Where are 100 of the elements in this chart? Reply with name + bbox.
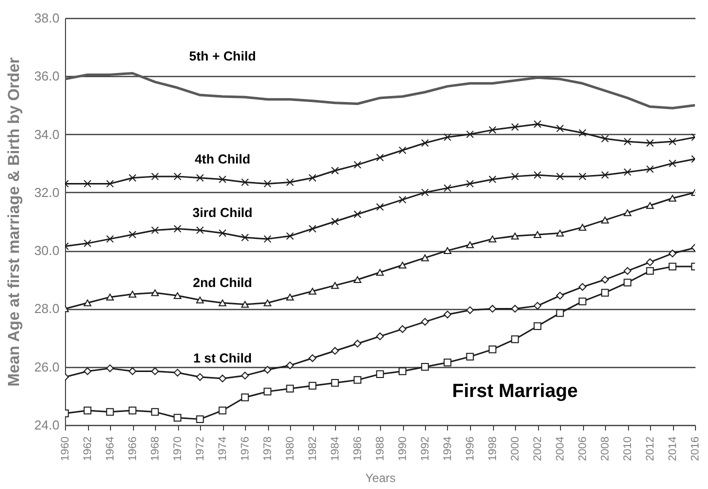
point — [106, 294, 114, 300]
point — [556, 172, 564, 180]
point — [511, 123, 519, 131]
point — [128, 290, 136, 298]
x-tick-label: 1990 — [397, 436, 409, 461]
point — [174, 414, 182, 422]
point — [218, 229, 226, 237]
x-tick-label: 2006 — [577, 436, 589, 461]
point — [354, 276, 362, 284]
point — [196, 226, 204, 234]
point — [331, 218, 339, 226]
x-tick-label: 1988 — [374, 436, 386, 461]
point — [151, 226, 159, 234]
x-tick-label: 1960 — [60, 436, 72, 461]
point — [264, 299, 272, 306]
x-tick-label: 2016 — [690, 436, 702, 461]
point — [444, 247, 452, 254]
series-label: 1 st Child — [193, 350, 252, 366]
point — [128, 406, 136, 414]
point — [421, 254, 429, 262]
point — [151, 367, 159, 376]
point — [331, 166, 339, 174]
x-tick-label: 2010 — [622, 436, 634, 461]
point — [286, 384, 294, 393]
point — [488, 126, 496, 134]
point — [331, 378, 339, 387]
point — [624, 209, 632, 216]
point — [534, 322, 542, 330]
x-axis-title: Years — [365, 470, 396, 485]
series-label: 2nd Child — [192, 274, 252, 290]
x-tick-label: 1966 — [127, 436, 139, 461]
point — [601, 276, 609, 284]
point — [624, 168, 632, 176]
point — [151, 172, 159, 180]
x-tick-label: 2002 — [532, 436, 544, 461]
y-tick-label: 28.0 — [34, 301, 60, 316]
point — [286, 178, 294, 186]
point — [196, 296, 204, 304]
point — [646, 139, 654, 147]
x-tick-label: 1996 — [464, 436, 476, 461]
x-tick-label: 1976 — [240, 436, 252, 461]
point — [646, 267, 654, 275]
x-tick-label: 2008 — [600, 436, 612, 461]
point — [264, 366, 272, 374]
x-tick-label: 1992 — [420, 436, 432, 461]
point — [601, 216, 609, 224]
x-tick-label: 1962 — [82, 436, 94, 461]
point — [668, 262, 676, 270]
point — [331, 282, 339, 289]
point — [421, 363, 429, 371]
point — [286, 362, 294, 370]
point — [264, 180, 272, 188]
point — [511, 304, 519, 313]
point — [511, 172, 519, 180]
point — [308, 288, 316, 295]
point — [354, 160, 362, 169]
point — [668, 250, 676, 258]
point — [421, 139, 429, 147]
point — [578, 172, 586, 180]
point — [624, 267, 632, 275]
point — [174, 224, 182, 233]
series-label: 3ird Child — [192, 205, 253, 220]
x-tick-label: 2012 — [644, 436, 656, 461]
x-tick-label: 1982 — [307, 436, 319, 461]
point — [646, 258, 654, 266]
x-tick-label: 2014 — [667, 436, 679, 461]
line-series — [65, 72, 695, 110]
point — [241, 178, 249, 186]
point — [556, 230, 564, 237]
point — [354, 210, 362, 218]
point — [84, 239, 92, 248]
x-tick-label: 1972 — [194, 436, 206, 461]
x-tick-label: 1980 — [284, 436, 296, 461]
point — [308, 354, 316, 362]
point — [128, 174, 136, 182]
point — [286, 232, 294, 240]
point — [376, 370, 384, 378]
y-tick-label: 36.0 — [34, 68, 60, 84]
point — [421, 188, 429, 196]
point — [534, 302, 542, 310]
x-tick-label: 1964 — [104, 436, 116, 461]
point — [488, 346, 496, 354]
point — [174, 292, 182, 300]
point — [84, 367, 92, 376]
point — [488, 175, 496, 184]
point — [646, 165, 654, 174]
point — [398, 196, 406, 204]
point — [578, 128, 586, 137]
point — [106, 235, 114, 243]
point — [668, 194, 676, 202]
y-tick-label: 34.0 — [34, 126, 60, 142]
point — [196, 415, 204, 424]
point — [174, 172, 182, 180]
point — [218, 299, 226, 306]
x-tick-label: 1968 — [150, 436, 162, 461]
point — [264, 235, 272, 243]
y-tick-label: 32.0 — [34, 184, 60, 200]
point — [241, 300, 249, 308]
y-tick-label: 38.0 — [34, 10, 60, 26]
point — [376, 154, 384, 162]
